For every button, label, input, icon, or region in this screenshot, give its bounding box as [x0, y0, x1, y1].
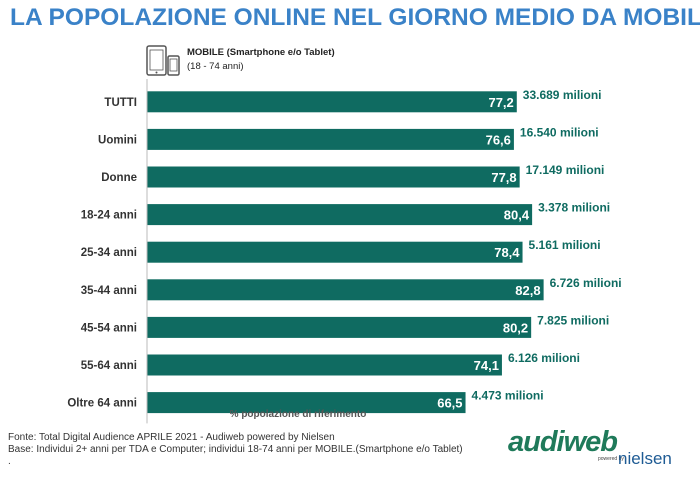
bar: [147, 392, 466, 414]
annotation-label: 17.149 milioni: [526, 163, 605, 177]
footer-base: Base: Individui 2+ anni per TDA e Comput…: [8, 444, 463, 455]
category-label: 35-44 anni: [81, 285, 137, 297]
data-label: 80,2: [503, 320, 528, 335]
logo-partner: nielsen: [618, 449, 672, 468]
category-label: 45-54 anni: [81, 322, 137, 334]
footer-source: Fonte: Total Digital Audience APRILE 202…: [8, 432, 335, 443]
data-label: 80,4: [504, 208, 530, 223]
logo-main: audiweb: [508, 426, 618, 458]
category-label: 18-24 anni: [81, 210, 137, 222]
logo-powered: powered by: [598, 456, 624, 462]
bar: [147, 279, 544, 301]
annotation-label: 3.378 milioni: [538, 201, 610, 215]
annotation-label: 4.473 milioni: [472, 389, 544, 403]
legend-series-label: MOBILE (Smartphone e/o Tablet): [187, 47, 335, 58]
category-label: TUTTI: [104, 97, 137, 109]
footer-extra: .: [8, 456, 11, 467]
data-label: 77,2: [488, 95, 513, 110]
data-label: 82,8: [515, 283, 540, 298]
data-label: 76,6: [486, 132, 511, 147]
audiweb-logo: audiweb powered by nielsen: [508, 426, 688, 473]
annotation-label: 33.689 milioni: [523, 88, 602, 102]
x-axis-label: % popolazione di riferimento: [230, 409, 367, 420]
category-label: Donne: [101, 172, 137, 184]
bar: [147, 241, 523, 263]
category-label: 25-34 anni: [81, 247, 137, 259]
chart-title: LA POPOLAZIONE ONLINE NEL GIORNO MEDIO D…: [10, 4, 700, 31]
bar: [147, 91, 517, 113]
legend-range: (18 - 74 anni): [187, 61, 244, 72]
category-label: Oltre 64 anni: [67, 398, 137, 410]
data-label: 77,8: [491, 170, 516, 185]
data-label: 78,4: [494, 245, 520, 260]
annotation-label: 16.540 milioni: [520, 125, 599, 139]
footer: Fonte: Total Digital Audience APRILE 202…: [8, 432, 463, 468]
bar: [147, 316, 532, 338]
bar: [147, 128, 514, 150]
annotation-label: 6.726 milioni: [550, 276, 622, 290]
category-label: 55-64 anni: [81, 360, 137, 372]
legend: MOBILE (Smartphone e/o Tablet) (18 - 74 …: [187, 46, 335, 74]
annotation-label: 6.126 milioni: [508, 351, 580, 365]
data-label: 74,1: [474, 358, 499, 373]
smartphone-tablet-icon: [146, 44, 182, 83]
data-label: 66,5: [437, 396, 462, 411]
bar-chart: TUTTI 77,2 33.689 milioni Uomini 76,6 16.540 …: [67, 79, 622, 424]
bar: [147, 166, 520, 188]
annotation-label: 7.825 milioni: [537, 313, 609, 327]
bar: [147, 354, 502, 376]
bar: [147, 204, 533, 226]
category-label: Uomini: [98, 134, 137, 146]
annotation-label: 5.161 milioni: [529, 238, 601, 252]
